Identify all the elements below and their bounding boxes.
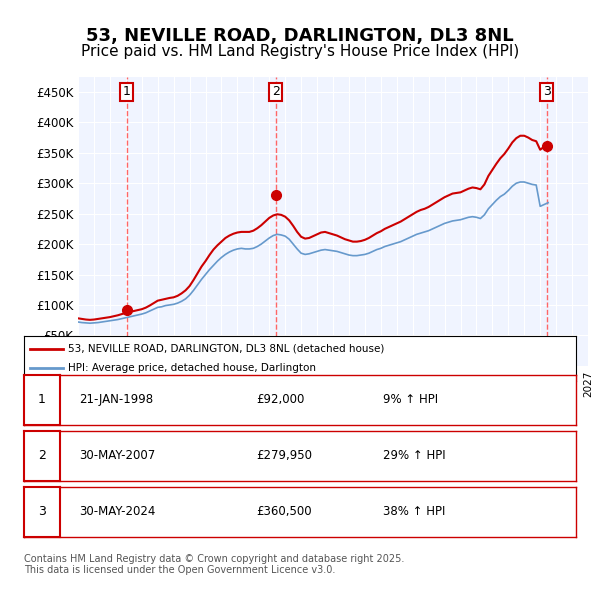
Text: 29% ↑ HPI: 29% ↑ HPI <box>383 449 445 463</box>
Text: HPI: Average price, detached house, Darlington: HPI: Average price, detached house, Darl… <box>68 363 316 373</box>
Text: 38% ↑ HPI: 38% ↑ HPI <box>383 505 445 519</box>
Text: 30-MAY-2024: 30-MAY-2024 <box>79 505 155 519</box>
Text: Price paid vs. HM Land Registry's House Price Index (HPI): Price paid vs. HM Land Registry's House … <box>81 44 519 59</box>
Text: £92,000: £92,000 <box>256 393 304 407</box>
Text: 30-MAY-2007: 30-MAY-2007 <box>79 449 155 463</box>
Text: 1: 1 <box>38 393 46 407</box>
Text: 53, NEVILLE ROAD, DARLINGTON, DL3 8NL (detached house): 53, NEVILLE ROAD, DARLINGTON, DL3 8NL (d… <box>68 344 385 353</box>
Text: £279,950: £279,950 <box>256 449 312 463</box>
Text: 2: 2 <box>38 449 46 463</box>
Text: 3: 3 <box>543 86 551 99</box>
Text: 53, NEVILLE ROAD, DARLINGTON, DL3 8NL: 53, NEVILLE ROAD, DARLINGTON, DL3 8NL <box>86 27 514 45</box>
Text: Contains HM Land Registry data © Crown copyright and database right 2025.
This d: Contains HM Land Registry data © Crown c… <box>24 553 404 575</box>
Text: 2: 2 <box>272 86 280 99</box>
Text: 9% ↑ HPI: 9% ↑ HPI <box>383 393 438 407</box>
Text: 21-JAN-1998: 21-JAN-1998 <box>79 393 154 407</box>
Text: 1: 1 <box>123 86 131 99</box>
Text: 3: 3 <box>38 505 46 519</box>
Text: £360,500: £360,500 <box>256 505 311 519</box>
